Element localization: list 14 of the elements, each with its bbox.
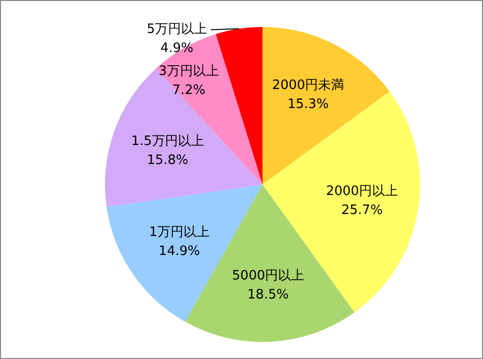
data-label: 7.2% xyxy=(172,83,206,98)
slice-label: 1.5万円以上 xyxy=(131,134,204,150)
data-label: 18.5% xyxy=(247,288,289,303)
slice-label: 3万円以上 xyxy=(158,64,219,80)
data-label: 15.3% xyxy=(287,97,329,112)
data-label: 15.8% xyxy=(146,153,188,168)
slice-label: 2000円以上 xyxy=(326,184,398,199)
data-label: 25.7% xyxy=(341,202,383,218)
slice-label: 5000円以上 xyxy=(232,268,304,284)
data-label: 14.9% xyxy=(158,244,200,259)
slice-label: 5万円以上 xyxy=(146,22,208,38)
slice-label: 2000円未満 xyxy=(272,78,344,93)
slice-label: 1万円以上 xyxy=(149,224,210,240)
data-label: 4.9% xyxy=(160,41,194,56)
